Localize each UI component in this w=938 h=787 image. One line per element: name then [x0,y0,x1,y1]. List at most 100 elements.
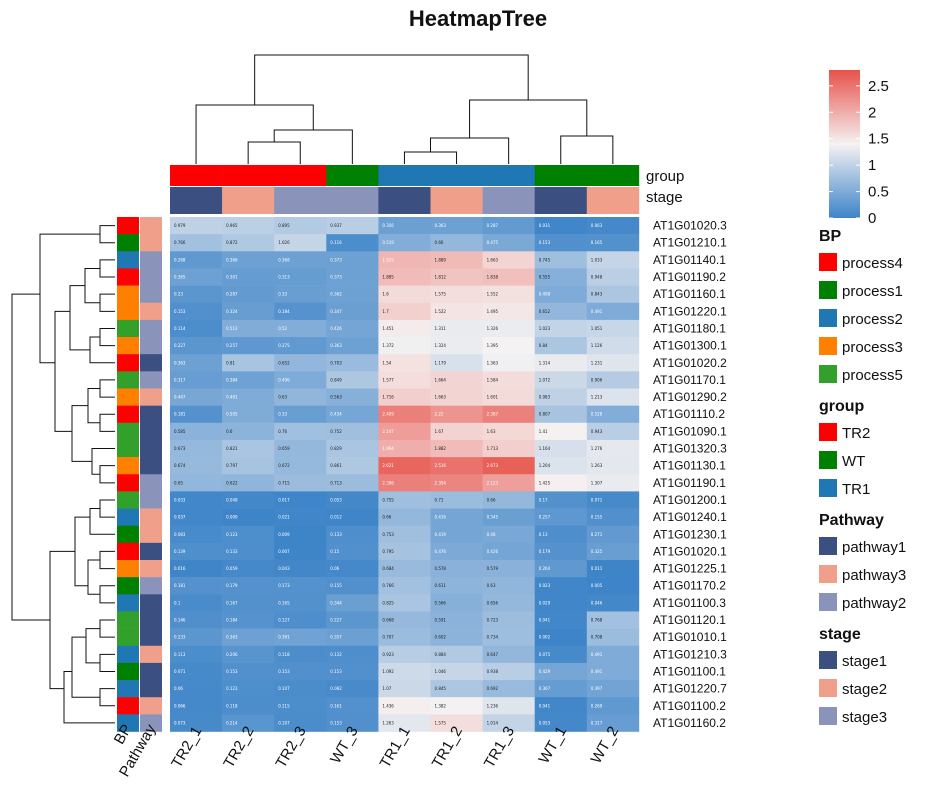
cell-value-label: 0.52 [278,326,287,331]
heatmap-cell [326,354,379,372]
cell-value-label: 0.397 [591,686,603,691]
cell-value-label: 0.753 [382,532,394,537]
heatmap-cell [274,662,327,681]
heatmap-cell [222,680,275,698]
heatmap-cell [586,697,640,715]
heatmap-cell [326,577,379,595]
heatmap-cell [170,491,223,509]
cell-value-label: 1.033 [591,257,603,262]
heatmap-cell [586,491,640,509]
column-dendrogram [195,54,614,164]
cell-value-label: 0.66 [382,515,391,520]
heatmap-cell [534,577,588,595]
pathway-annotation-cell [140,234,162,252]
heatmap-cell [430,611,483,629]
legend-item-label: TR1 [842,481,870,498]
cell-value-label: 0.031 [539,223,551,228]
cell-value-label: 0.011 [591,566,603,571]
cell-value-label: 0.861 [330,463,342,468]
heatmap-cell [222,491,275,509]
cell-value-label: 0.707 [382,635,394,640]
heatmap-cell [326,697,379,715]
cell-value-label: 0.167 [226,600,238,605]
legend-swatch [819,707,837,725]
heatmap-cell [326,388,379,406]
heatmap-cell [534,337,588,355]
cell-value-label: 1.885 [382,275,394,280]
pathway-annotation-cell [140,337,162,355]
row-label: AT1G01100.2 [653,699,726,713]
heatmap-cell [430,251,483,269]
heatmap-cell [482,217,535,235]
heatmap-cell [482,594,535,612]
legend-title: stage [819,626,861,643]
heatmap-cell [586,474,640,492]
heatmap-cell [482,474,535,492]
row-label: AT1G01210.1 [653,236,727,250]
cell-value-label: 1.577 [382,377,394,382]
cell-value-label: 1.126 [591,343,603,348]
cell-value-label: 0.269 [591,703,603,708]
heatmap-cell [482,354,535,372]
heatmap-cell [534,371,588,389]
pathway-annotation-cell [140,714,162,732]
bp-annotation-cell [117,628,139,647]
heatmap-cell [378,577,431,595]
cell-value-label: 0.979 [174,223,186,228]
heatmap-cell [170,388,223,406]
heatmap-cell [274,285,327,304]
heatmap-cell [534,611,588,629]
cell-value-label: 1.41 [539,429,548,434]
legend-title: BP [819,228,842,245]
heatmap-cell [222,560,275,578]
cell-value-label: 0.133 [226,549,238,554]
bp-annotation-cell [117,491,139,509]
cell-value-label: 1.522 [435,309,447,314]
legend-item-label: stage2 [842,681,887,698]
cell-value-label: 0.715 [278,480,290,485]
heatmap-cell [586,714,640,732]
cell-value-label: 1.812 [435,275,447,280]
cell-value-label: 0.579 [487,566,499,571]
heatmap-cell [586,525,640,544]
cell-value-label: 0.268 [174,257,186,262]
cell-value-label: 1.395 [487,343,499,348]
cell-value-label: 1.436 [382,703,394,708]
cell-value-label: 0.829 [330,446,342,451]
heatmap-cell [378,457,431,475]
cell-value-label: 0.391 [278,635,290,640]
cell-value-label: 0.227 [330,618,342,623]
heatmap-cell [430,405,483,424]
heatmap-cell [534,268,588,286]
heatmap-cell [274,628,327,647]
heatmap-cell [170,319,223,338]
cell-value-label: 0.009 [226,515,238,520]
heatmap-cell [482,611,535,629]
dendrogram-branch [99,585,115,604]
legend-swatch [819,679,837,697]
dendrogram-branch [254,54,529,105]
heatmap-cell [222,302,275,321]
heatmap-cell [534,285,588,304]
cell-value-label: 0.002 [539,635,551,640]
heatmap-cell [430,508,483,526]
cell-value-label: 0.674 [174,463,186,468]
heatmap-cell [586,354,640,372]
row-label: AT1G01160.1 [653,287,726,301]
cell-value-label: 0.107 [278,686,290,691]
cell-value-label: 0.429 [539,669,551,674]
cell-value-label: 1.314 [539,360,551,365]
cell-value-label: 0.021 [278,515,290,520]
cell-value-label: 0.923 [382,652,394,657]
cell-value-label: 1.54 [382,360,391,365]
bp-annotation-cell [117,714,139,732]
cell-value-label: 0.206 [226,652,238,657]
cell-value-label: 0.23 [174,292,183,297]
cell-value-label: 1.213 [591,395,603,400]
cell-value-label: 0.181 [174,412,186,417]
cell-value-label: 1.179 [435,360,447,365]
heatmap-cell [534,594,588,612]
heatmap-cell [586,285,640,304]
cell-value-label: 0.505 [226,412,238,417]
